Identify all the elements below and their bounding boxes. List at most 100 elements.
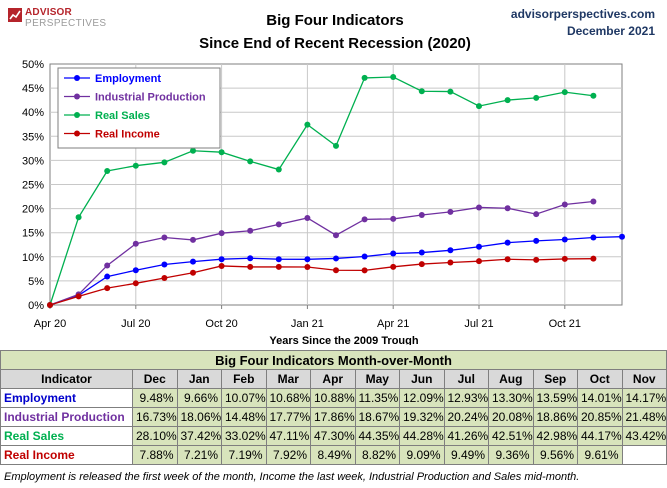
data-point-real-income bbox=[47, 302, 53, 308]
data-point-real-income bbox=[533, 256, 540, 263]
data-point-industrial-production bbox=[161, 234, 168, 241]
table-header-month: May bbox=[354, 369, 400, 389]
data-point-real-sales bbox=[132, 162, 139, 169]
advisor-perspectives-logo: ADVISOR PERSPECTIVES bbox=[8, 6, 108, 32]
data-point-industrial-production bbox=[504, 205, 511, 212]
table-cell: 47.11% bbox=[265, 426, 311, 446]
table-header-month: Feb bbox=[221, 369, 267, 389]
data-point-real-sales bbox=[104, 168, 111, 175]
data-point-real-sales bbox=[218, 149, 225, 156]
data-point-employment bbox=[304, 256, 311, 263]
x-tick-label: Jul 21 bbox=[464, 318, 493, 330]
x-axis-label: Years Since the 2009 Trough bbox=[269, 335, 418, 345]
data-point-real-sales bbox=[361, 74, 368, 81]
data-point-real-income bbox=[333, 267, 339, 274]
table-row: Employment 9.48% 9.66% 10.07% 10.68% 10.88% 11… bbox=[0, 388, 667, 408]
data-point-employment bbox=[247, 255, 254, 262]
data-point-industrial-production bbox=[132, 240, 139, 247]
series-line-real-income bbox=[49, 258, 594, 306]
table-cell: 42.51% bbox=[488, 426, 534, 446]
table-row-label: Employment bbox=[0, 388, 133, 408]
table-row-label: Real Sales bbox=[0, 426, 133, 446]
table-cell: 21.48% bbox=[621, 407, 667, 427]
table-row: Industrial Production 16.73% 18.06% 14.48% 1… bbox=[0, 407, 667, 427]
table-cell: 7.21% bbox=[176, 445, 222, 465]
x-tick-label: Jul 20 bbox=[121, 318, 150, 330]
table-header-month: Jan bbox=[176, 369, 222, 389]
table-cell: 12.09% bbox=[399, 388, 445, 408]
data-point-real-sales bbox=[561, 89, 568, 96]
data-point-employment bbox=[418, 249, 425, 256]
chart-title-line1: Big Four Indicators bbox=[266, 12, 404, 29]
legend-marker-real-sales bbox=[74, 112, 80, 118]
data-point-industrial-production bbox=[104, 262, 111, 269]
table-cell: 16.73% bbox=[132, 407, 178, 427]
data-point-real-sales bbox=[533, 94, 540, 101]
data-point-real-income bbox=[247, 263, 254, 270]
data-point-industrial-production bbox=[447, 208, 454, 215]
data-point-industrial-production bbox=[590, 198, 597, 205]
x-tick-label: Apr 21 bbox=[377, 318, 409, 330]
data-point-industrial-production bbox=[190, 236, 196, 243]
y-tick-label: 30% bbox=[22, 155, 44, 167]
data-point-employment bbox=[104, 273, 111, 280]
table-cell: 17.86% bbox=[310, 407, 356, 427]
data-point-industrial-production bbox=[533, 211, 540, 218]
table-row-label: Real Income bbox=[0, 445, 133, 465]
data-point-real-income bbox=[161, 275, 168, 282]
data-point-real-sales bbox=[476, 103, 482, 110]
data-point-industrial-production bbox=[275, 221, 282, 228]
data-point-real-sales bbox=[304, 121, 311, 128]
data-point-real-income bbox=[304, 264, 311, 271]
table-cell: 28.10% bbox=[132, 426, 178, 446]
data-point-real-income bbox=[275, 263, 282, 270]
legend-marker-employment bbox=[74, 75, 80, 81]
data-point-real-income bbox=[104, 285, 111, 292]
data-point-employment bbox=[447, 247, 454, 254]
table-caption: Big Four Indicators Month-over-Month bbox=[0, 350, 667, 370]
y-tick-label: 15% bbox=[22, 228, 44, 240]
data-point-real-sales bbox=[333, 142, 339, 149]
table-cell: 10.07% bbox=[221, 388, 267, 408]
table-cell: 44.35% bbox=[354, 426, 400, 446]
data-point-real-income bbox=[561, 255, 568, 262]
data-point-real-sales bbox=[447, 88, 454, 95]
table-cell bbox=[621, 445, 667, 465]
series-line-real-sales bbox=[49, 76, 594, 306]
y-tick-label: 35% bbox=[22, 131, 44, 143]
table-cell: 12.93% bbox=[443, 388, 489, 408]
data-point-real-sales bbox=[190, 147, 196, 154]
data-point-employment bbox=[275, 256, 282, 263]
y-tick-label: 25% bbox=[22, 180, 44, 192]
line-chart: 0% 5% 10% 15% 20% 25% 30% 35% 40% 45% 50% Apr 20 Jul… bbox=[22, 59, 625, 345]
y-tick-label: 45% bbox=[22, 83, 44, 95]
table-header-row: Indicator Dec Jan Feb Mar Apr May Jun Jul Aug Sep… bbox=[0, 369, 667, 389]
data-point-real-income bbox=[75, 293, 82, 300]
data-point-industrial-production bbox=[218, 230, 225, 237]
legend-label-industrial-production: Industrial Production bbox=[95, 92, 206, 104]
data-point-real-sales bbox=[418, 88, 425, 95]
table-cell: 9.48% bbox=[132, 388, 178, 408]
table-header-month: Apr bbox=[310, 369, 356, 389]
table-header-month: Sep bbox=[532, 369, 578, 389]
table-cell: 7.88% bbox=[132, 445, 178, 465]
data-point-real-sales bbox=[247, 158, 254, 165]
table-cell: 42.98% bbox=[532, 426, 578, 446]
table-cell: 11.35% bbox=[354, 388, 400, 408]
table-cell: 20.85% bbox=[577, 407, 623, 427]
table-cell: 10.88% bbox=[310, 388, 356, 408]
table-header-month: Jul bbox=[443, 369, 489, 389]
x-tick-label: Jan 21 bbox=[291, 318, 324, 330]
data-point-real-income bbox=[361, 267, 368, 274]
x-tick-label: Apr 20 bbox=[34, 318, 66, 330]
table-cell: 9.36% bbox=[488, 445, 534, 465]
series-line-industrial-production bbox=[49, 200, 594, 306]
data-point-real-income bbox=[590, 255, 597, 262]
table-cell: 44.17% bbox=[577, 426, 623, 446]
data-point-real-sales bbox=[161, 159, 168, 166]
data-point-real-sales bbox=[390, 74, 397, 81]
table-cell: 47.30% bbox=[310, 426, 356, 446]
y-tick-label: 5% bbox=[28, 276, 44, 288]
legend bbox=[57, 67, 221, 149]
data-point-employment bbox=[533, 237, 540, 244]
